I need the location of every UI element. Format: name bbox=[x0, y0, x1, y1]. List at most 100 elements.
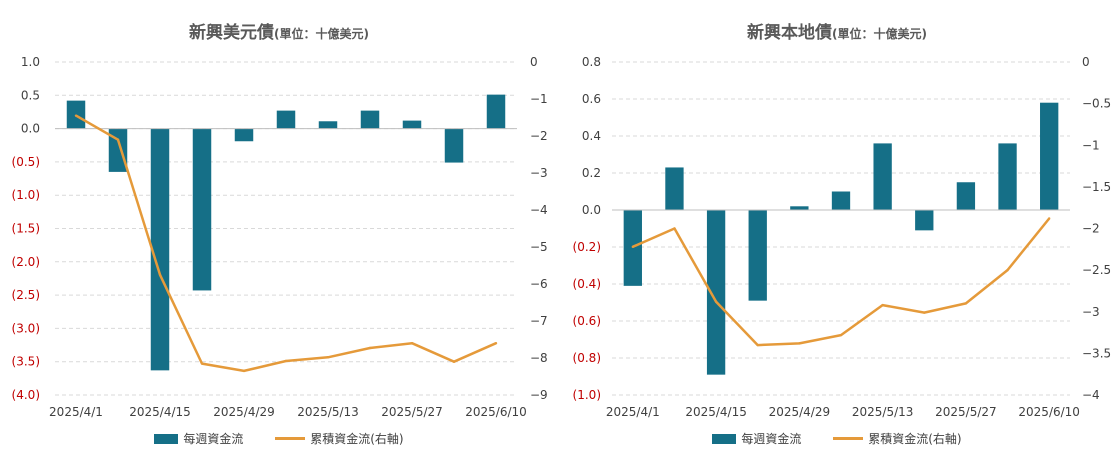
bar-weekly-flow bbox=[665, 167, 684, 210]
x-tick-label: 2025/4/15 bbox=[685, 405, 747, 419]
y-left-tick-label: 0.5 bbox=[21, 88, 40, 102]
y-left-tick-label: 0.2 bbox=[582, 166, 601, 180]
y-left-tick-label: 0.6 bbox=[582, 92, 601, 106]
legend-swatch-bar bbox=[154, 434, 179, 444]
x-tick-label: 2025/4/1 bbox=[49, 405, 103, 419]
y-right-tick-label: −8 bbox=[530, 351, 548, 365]
y-left-tick-label: (1.5) bbox=[12, 222, 40, 236]
line-cumulative-flow bbox=[632, 217, 1051, 347]
x-tick-label: 2025/4/1 bbox=[606, 405, 660, 419]
point-cumulative-flow bbox=[200, 362, 204, 365]
y-right-tick-label: −1 bbox=[1082, 138, 1100, 152]
bar-weekly-flow bbox=[402, 120, 422, 129]
bar-weekly-flow bbox=[915, 210, 934, 231]
chart-title-unit: (單位：十億美元) bbox=[832, 27, 927, 41]
legend-item-cumulative-flow: 累積資金流(右軸) bbox=[275, 430, 404, 447]
point-cumulative-flow bbox=[1006, 268, 1009, 272]
y-left-tick-label: (0.6) bbox=[573, 314, 601, 328]
y-right-tick-label: −4 bbox=[1082, 388, 1100, 402]
point-cumulative-flow bbox=[452, 360, 456, 363]
point-cumulative-flow bbox=[242, 369, 246, 373]
point-cumulative-flow bbox=[923, 311, 926, 314]
point-cumulative-flow bbox=[798, 342, 801, 345]
y-right-tick-label: −6 bbox=[530, 277, 548, 291]
bar-weekly-flow bbox=[873, 143, 892, 210]
legend-item-cumulative-flow: 累積資金流(右軸) bbox=[833, 430, 962, 447]
y-right-tick-label: −0.5 bbox=[1082, 97, 1111, 111]
chart-title: 新興本地債(單位：十億美元) bbox=[558, 18, 1116, 43]
y-right-tick-label: −4 bbox=[530, 203, 548, 217]
legend-label: 累積資金流(右軸) bbox=[868, 432, 962, 446]
chart-title-unit: (單位：十億美元) bbox=[274, 27, 369, 41]
x-tick-label: 2025/4/29 bbox=[213, 405, 275, 419]
chart-plot: 0.8 0.6 0.4 0.2 0.0 (0.2) (0.4) (0.6) (0.8) (1.0)… bbox=[573, 55, 1112, 419]
chart-legend: 每週資金流 累積資金流(右軸) bbox=[558, 430, 1116, 447]
chart-panel-emerging-usd-bonds: 新興美元債(單位：十億美元) 1.0 0.5 0.0 (0.5) (1.0) (1.5) (… bbox=[0, 23, 558, 447]
point-cumulative-flow bbox=[881, 303, 884, 307]
legend-swatch-line bbox=[833, 437, 864, 440]
x-tick-label: 2025/5/13 bbox=[297, 405, 359, 419]
y-left-tick-label: (0.5) bbox=[12, 155, 40, 169]
point-cumulative-flow bbox=[368, 346, 372, 350]
bar-weekly-flow bbox=[831, 191, 851, 210]
bar-weekly-flow bbox=[748, 210, 767, 301]
legend-label: 每週資金流 bbox=[741, 432, 802, 446]
x-tick-label: 2025/4/29 bbox=[769, 405, 831, 419]
point-cumulative-flow bbox=[158, 273, 162, 276]
y-right-tick-label: −3.5 bbox=[1082, 346, 1111, 360]
legend-label: 累積資金流(右軸) bbox=[310, 432, 404, 446]
y-right-tick-label: −2 bbox=[1082, 222, 1100, 236]
chart-title-main: 新興本地債 bbox=[747, 23, 832, 43]
bar-weekly-flow bbox=[1040, 102, 1059, 210]
y-left-tick-label: 0.0 bbox=[582, 203, 601, 217]
y-right-tick-label: −3 bbox=[530, 166, 548, 180]
point-cumulative-flow bbox=[116, 138, 120, 141]
bar-weekly-flow bbox=[234, 128, 254, 142]
y-left-tick-label: (0.8) bbox=[573, 351, 601, 365]
point-cumulative-flow bbox=[326, 356, 330, 359]
y-left-tick-label: (2.5) bbox=[12, 288, 40, 302]
point-cumulative-flow bbox=[284, 359, 288, 363]
legend-item-weekly-flow: 每週資金流 bbox=[712, 430, 801, 447]
chart-legend: 每週資金流 累積資金流(右軸) bbox=[0, 430, 558, 447]
x-tick-label: 2025/5/27 bbox=[935, 405, 997, 419]
legend-swatch-line bbox=[275, 437, 306, 440]
bar-weekly-flow bbox=[276, 110, 296, 129]
y-left-tick-label: 0.4 bbox=[582, 129, 601, 143]
legend-label: 每週資金流 bbox=[183, 432, 244, 446]
y-right-tick-label: 0 bbox=[1082, 55, 1090, 69]
bar-weekly-flow bbox=[486, 94, 506, 129]
bar-weekly-flow bbox=[444, 128, 464, 163]
y-left-tick-label: (4.0) bbox=[12, 388, 40, 402]
bar-weekly-flow bbox=[706, 210, 726, 375]
x-tick-label: 2025/4/15 bbox=[129, 405, 191, 419]
legend-swatch-bar bbox=[712, 434, 737, 444]
bar-weekly-flow bbox=[318, 121, 338, 129]
bar-weekly-flow bbox=[790, 206, 809, 210]
y-left-tick-label: (3.0) bbox=[12, 321, 40, 335]
point-cumulative-flow bbox=[74, 114, 78, 117]
bar-weekly-flow bbox=[956, 182, 976, 210]
x-tick-label: 2025/6/10 bbox=[1018, 405, 1080, 419]
y-left-tick-label: (0.2) bbox=[573, 240, 601, 254]
x-tick-label: 2025/6/10 bbox=[465, 405, 527, 419]
y-left-tick-label: 0.0 bbox=[21, 122, 40, 136]
y-right-tick-label: −2.5 bbox=[1082, 263, 1111, 277]
legend-item-weekly-flow: 每週資金流 bbox=[154, 430, 243, 447]
x-tick-label: 2025/5/27 bbox=[381, 405, 443, 419]
y-right-tick-label: −3 bbox=[1082, 305, 1100, 319]
point-cumulative-flow bbox=[964, 302, 968, 305]
chart-title-main: 新興美元債 bbox=[189, 23, 274, 43]
point-cumulative-flow bbox=[839, 333, 843, 337]
point-cumulative-flow bbox=[1047, 217, 1051, 220]
y-right-tick-label: −1.5 bbox=[1082, 180, 1111, 194]
point-cumulative-flow bbox=[494, 342, 498, 345]
y-left-tick-label: 0.8 bbox=[582, 55, 601, 69]
y-left-tick-label: 1.0 bbox=[21, 55, 40, 69]
y-right-tick-label: −1 bbox=[530, 92, 548, 106]
point-cumulative-flow bbox=[631, 245, 635, 249]
point-cumulative-flow bbox=[756, 343, 759, 347]
y-left-tick-label: (1.0) bbox=[573, 388, 601, 402]
bar-weekly-flow bbox=[998, 143, 1017, 210]
bar-weekly-flow bbox=[360, 110, 380, 129]
